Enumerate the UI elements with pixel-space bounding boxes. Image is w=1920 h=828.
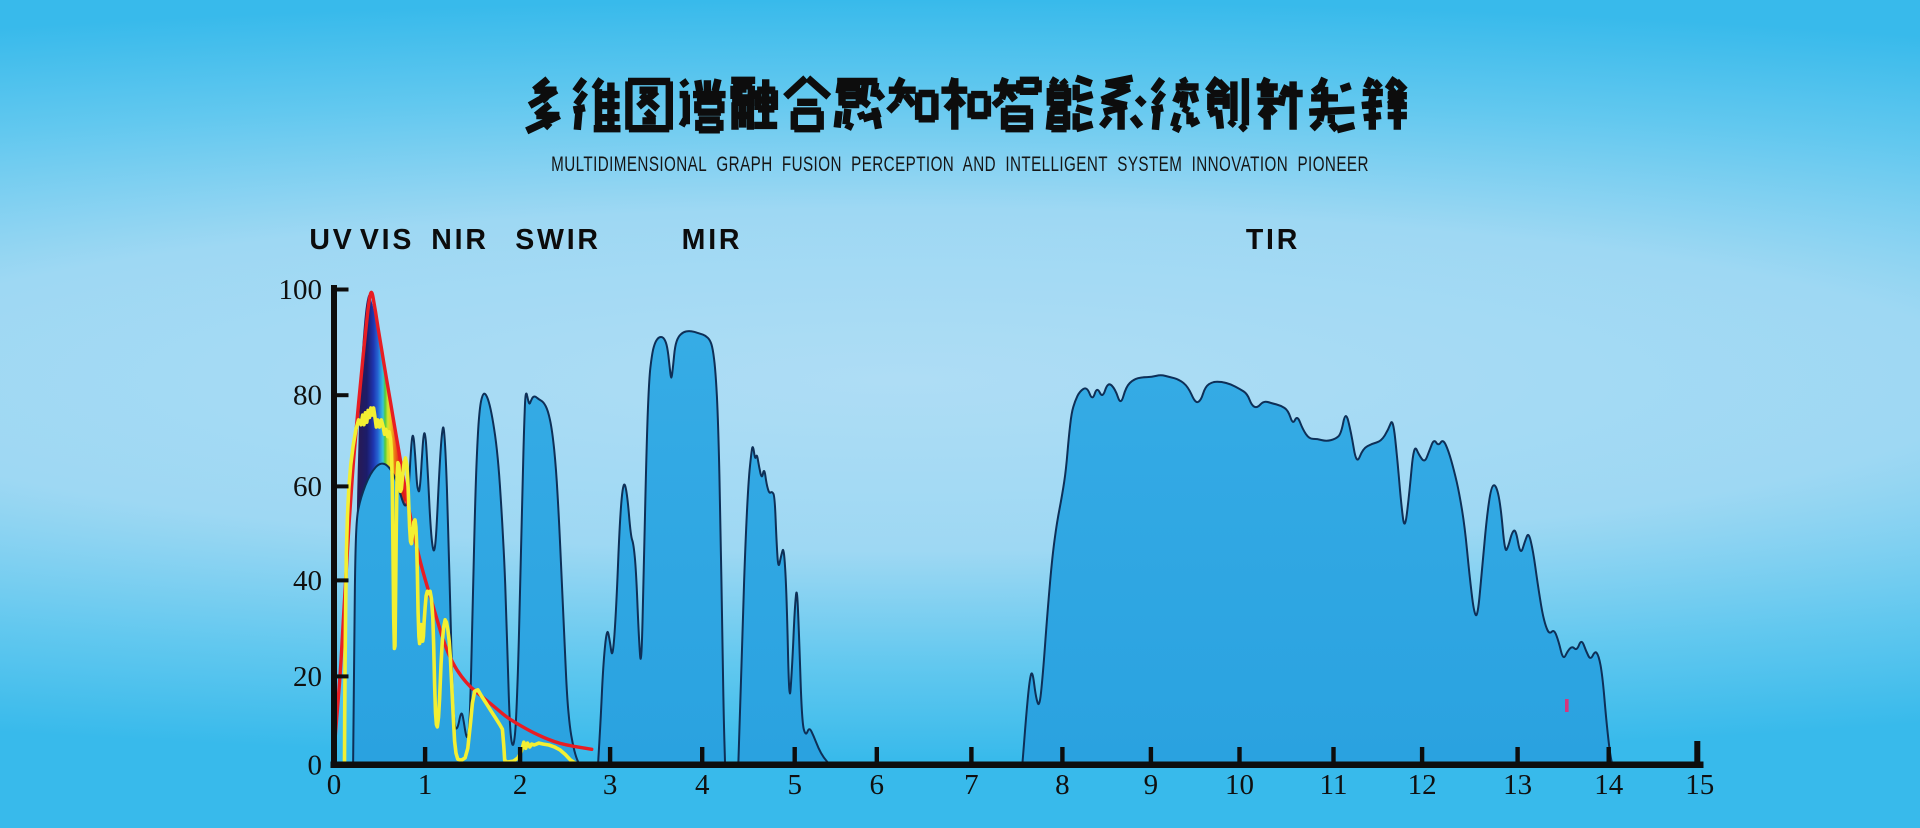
- svg-text:80: 80: [293, 380, 322, 412]
- svg-text:14: 14: [1594, 769, 1624, 801]
- svg-text:9: 9: [1144, 769, 1159, 801]
- svg-text:VIS: VIS: [360, 224, 414, 256]
- svg-text:20: 20: [293, 661, 322, 693]
- svg-text:1: 1: [418, 769, 433, 801]
- svg-text:10: 10: [1225, 769, 1254, 801]
- svg-text:13: 13: [1503, 769, 1532, 801]
- svg-text:7: 7: [964, 769, 979, 801]
- svg-text:8: 8: [1055, 769, 1070, 801]
- svg-text:60: 60: [293, 471, 322, 503]
- svg-text:0: 0: [327, 769, 342, 801]
- svg-text:12: 12: [1408, 769, 1437, 801]
- svg-text:15: 15: [1685, 769, 1714, 801]
- svg-text:TIR: TIR: [1246, 224, 1300, 256]
- svg-text:UV: UV: [309, 224, 354, 256]
- svg-text:MIR: MIR: [682, 224, 743, 256]
- svg-text:2: 2: [513, 769, 528, 801]
- svg-text:NIR: NIR: [431, 224, 488, 256]
- svg-text:0: 0: [308, 750, 323, 782]
- svg-text:4: 4: [695, 769, 710, 801]
- svg-text:6: 6: [870, 769, 885, 801]
- svg-text:40: 40: [293, 565, 322, 597]
- svg-text:5: 5: [787, 769, 802, 801]
- svg-text:SWIR: SWIR: [515, 224, 601, 256]
- svg-text:11: 11: [1320, 769, 1348, 801]
- svg-text:100: 100: [279, 274, 323, 306]
- svg-text:3: 3: [603, 769, 618, 801]
